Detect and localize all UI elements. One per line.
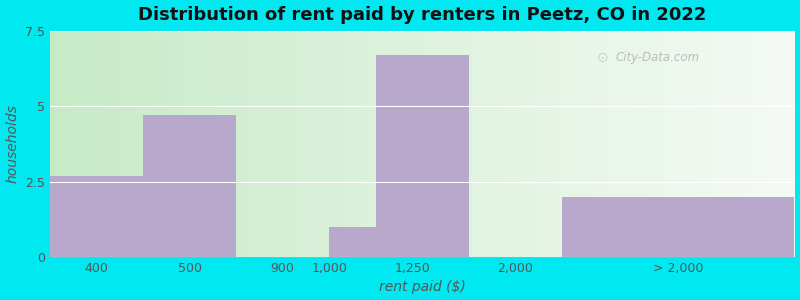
Bar — [376, 55, 469, 257]
Bar — [329, 227, 376, 257]
Bar — [143, 115, 236, 257]
X-axis label: rent paid ($): rent paid ($) — [379, 280, 466, 294]
Text: City-Data.com: City-Data.com — [616, 51, 700, 64]
Bar — [50, 176, 143, 257]
Text: ⊙: ⊙ — [597, 51, 609, 65]
Title: Distribution of rent paid by renters in Peetz, CO in 2022: Distribution of rent paid by renters in … — [138, 6, 706, 24]
Y-axis label: households: households — [6, 104, 19, 183]
Bar — [562, 197, 794, 257]
